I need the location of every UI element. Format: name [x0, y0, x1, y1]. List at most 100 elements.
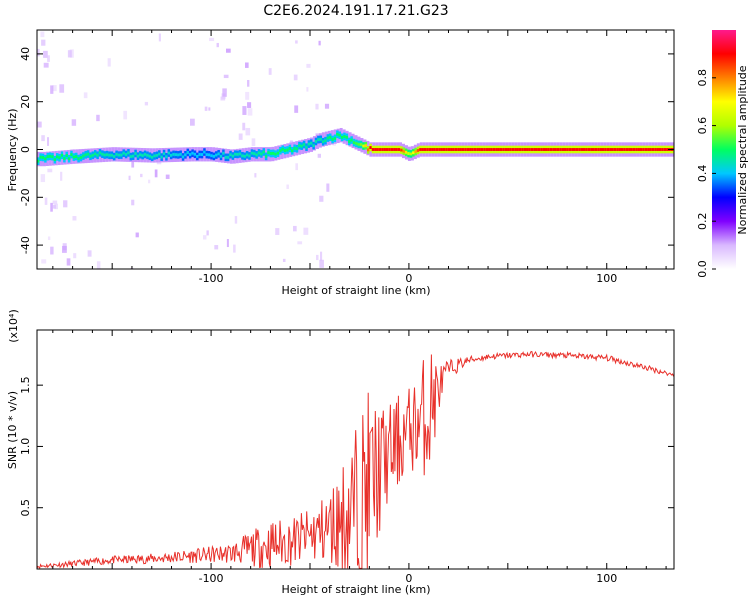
noise-cell [40, 31, 45, 38]
ridge-core-cell [127, 151, 130, 155]
ridge-core-cell [592, 148, 595, 151]
noise-cell [158, 33, 161, 42]
noise-cell [268, 68, 272, 75]
ridge-core-cell [267, 151, 270, 155]
ridge-core-cell [661, 148, 664, 151]
noise-cell [96, 261, 101, 269]
noise-cell [47, 168, 53, 173]
snr-panel: -100 0 100 0.5 1.0 1.5 Height of straight lin… [6, 309, 675, 596]
noise-cell [47, 236, 51, 241]
ridge-core-cell [518, 148, 522, 151]
noise-cell [190, 118, 195, 126]
noise-cell [214, 245, 219, 250]
noise-cell [60, 171, 63, 181]
ridge-core-cell [400, 148, 403, 152]
ridge-core-cell [162, 152, 166, 156]
ridge-core-cell [191, 151, 194, 155]
ridge-core-cell [286, 148, 289, 152]
noise-cell [306, 63, 311, 68]
ridge-core-cell [428, 148, 432, 151]
ridge-core-cell [283, 149, 287, 152]
y-tick-label: 40 [19, 47, 32, 61]
ridge-core-cell [431, 148, 434, 151]
ridge-core-cell [253, 152, 256, 156]
noise-cell [41, 259, 47, 264]
ridge-core-cell [257, 151, 261, 155]
noise-cell [71, 119, 77, 126]
noise-cell [50, 85, 54, 94]
ridge-core-cell [250, 151, 254, 155]
ridge-core-cell [545, 148, 548, 151]
ridge-core-cell [385, 148, 389, 151]
ridge-core-cell [466, 148, 470, 151]
ridge-core-cell [511, 148, 515, 151]
noise-cell [293, 225, 297, 232]
ridge-core-cell [146, 153, 149, 157]
ridge-core-cell [604, 148, 607, 151]
y-tick-label: -20 [19, 188, 32, 206]
y-tick-label: 0.5 [19, 499, 32, 517]
ridge-core-cell [312, 144, 315, 148]
ridge-core-cell [115, 152, 118, 156]
ridge-core-cell [559, 148, 562, 151]
noise-cell [209, 37, 215, 42]
ridge-core-cell [473, 148, 477, 151]
ridge-core-cell [96, 153, 99, 157]
ridge-core-cell [554, 148, 558, 151]
ridge-core-cell [143, 152, 147, 156]
noise-cell [52, 200, 58, 205]
ridge-core-cell [212, 154, 216, 158]
ridge-core-cell [101, 152, 104, 156]
noise-cell [206, 230, 209, 236]
ridge-core-cell [333, 136, 337, 140]
ridge-core-cell [445, 148, 448, 151]
ridge-core-cell [416, 149, 420, 152]
spectrogram-marks [37, 31, 674, 269]
ridge-core-cell [207, 153, 211, 157]
ridge-core-cell [217, 152, 220, 156]
ridge-core-cell [129, 155, 133, 159]
ridge-core-cell [293, 146, 296, 150]
ridge-core-cell [198, 153, 201, 156]
ridge-core-cell [184, 153, 187, 157]
ridge-core-cell [637, 148, 641, 151]
ridge-core-cell [269, 152, 273, 155]
colorbar: 0.0 0.2 0.4 0.6 0.8 Normalized spectral ampl… [696, 30, 749, 278]
x-tick-label: 0 [405, 572, 412, 585]
ridge-core-cell [122, 151, 125, 155]
noise-cell [41, 135, 45, 142]
ridge-core-cell [307, 142, 311, 146]
ridge-core-cell [86, 152, 90, 156]
ridge-core-cell [438, 148, 441, 151]
ridge-core-cell [502, 148, 505, 151]
ridge-core-cell [203, 150, 206, 154]
ridge-core-cell [338, 133, 341, 137]
ridge-core-cell [658, 148, 662, 151]
ridge-core-cell [41, 156, 45, 159]
snr-marks [37, 350, 674, 569]
ridge-core-cell [305, 145, 308, 149]
ridge-core-cell [188, 153, 192, 157]
noise-cell [144, 101, 149, 106]
ridge-core-cell [549, 148, 553, 151]
x-tick-label: -100 [199, 572, 224, 585]
ridge-core-cell [150, 155, 154, 159]
noise-cell [245, 91, 250, 100]
ridge-core-cell [44, 157, 47, 161]
x-tick-label: 100 [596, 272, 617, 285]
ridge-core-cell [37, 159, 40, 163]
ridge-core-cell [74, 155, 78, 158]
ridge-core-cell [345, 135, 349, 139]
ridge-core-cell [412, 151, 415, 155]
noise-cell [315, 103, 319, 110]
ridge-core-cell [298, 144, 301, 148]
colorbar-tick-label: 0.8 [696, 69, 709, 87]
noise-cell [254, 173, 257, 178]
ridge-core-cell [72, 155, 76, 159]
ridge-core-cell [260, 152, 263, 156]
noise-cell [87, 250, 92, 257]
ridge-core-cell [397, 148, 401, 151]
noise-cell [208, 107, 211, 111]
ridge-core-cell [578, 148, 581, 151]
noise-cell [203, 235, 207, 240]
